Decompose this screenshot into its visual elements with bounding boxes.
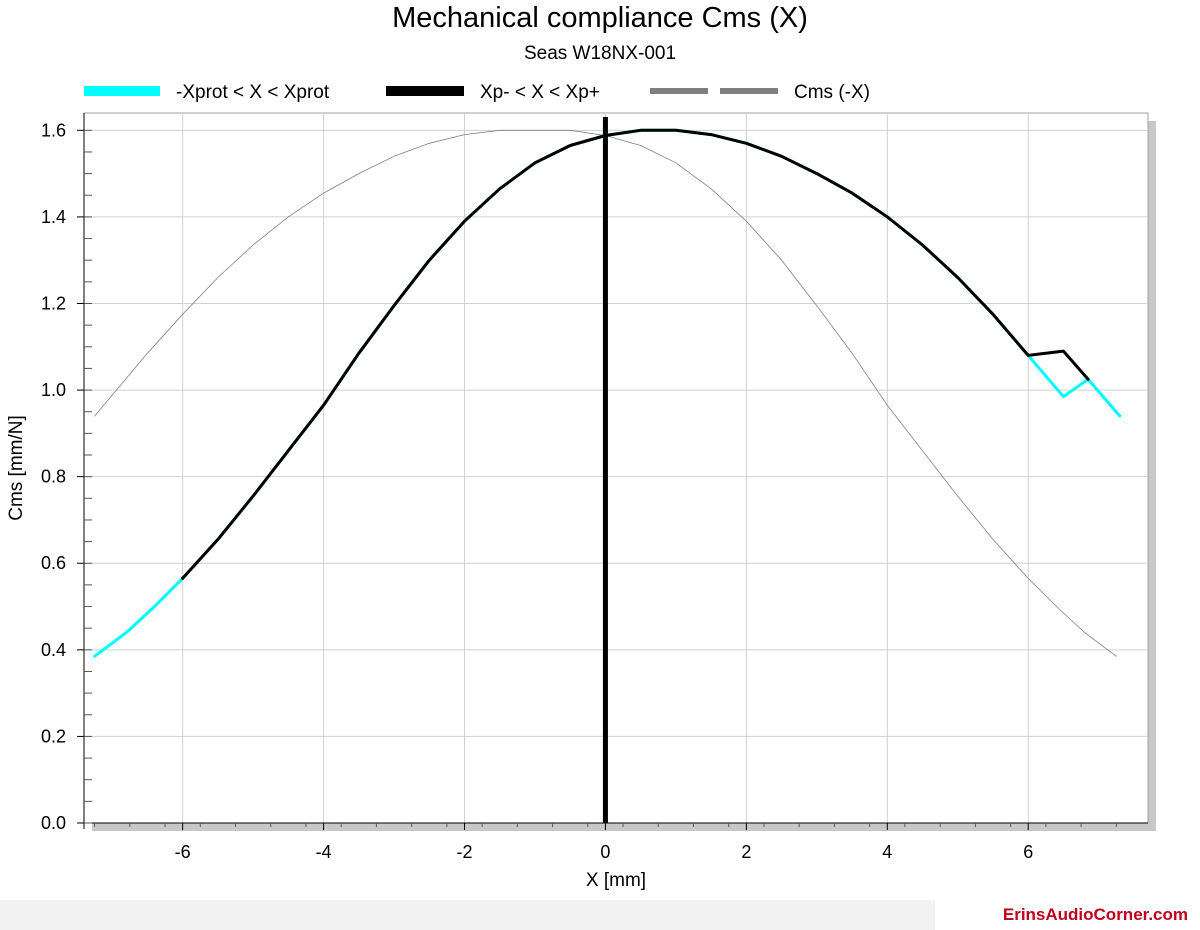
y-tick-label: 1.6	[41, 120, 66, 140]
x-tick-label: 6	[1023, 842, 1033, 862]
chart-subtitle: Seas W18NX-001	[523, 43, 677, 64]
y-tick-label: 0.0	[41, 813, 66, 833]
x-axis-label: X [mm]	[586, 870, 646, 891]
y-tick-label: 0.4	[41, 640, 66, 660]
x-tick-label: 0	[600, 842, 610, 862]
y-tick-label: 0.6	[41, 553, 66, 573]
legend-label: Xp- < X < Xp+	[480, 82, 600, 103]
x-tick-label: 2	[741, 842, 751, 862]
legend-swatch-cms-neg	[650, 88, 708, 94]
legend-swatch-cms-neg-b	[720, 88, 778, 94]
legend-swatch-xp	[386, 86, 464, 96]
watermark: ErinsAudioCorner.com	[935, 900, 1200, 930]
footer-band	[0, 900, 935, 930]
series-line-3	[94, 129, 1117, 657]
chart-title: Mechanical compliance Cms (X)	[392, 2, 808, 34]
y-tick-label: 1.2	[41, 293, 66, 313]
y-tick-label: 1.0	[41, 380, 66, 400]
plot-area	[83, 112, 1149, 824]
y-tick-label: 1.4	[41, 207, 66, 227]
series-line-2	[181, 128, 1090, 580]
chart-plot: -6 -4 -2 0 2 4 6 0.0 0.2 0.4 0.6 0.8 1.0 1.2 1.4 1.6 X […	[6, 82, 1156, 891]
legend-swatch-xprot	[84, 86, 160, 96]
x-tick-label: -6	[175, 842, 191, 862]
legend-label: Cms (-X)	[794, 82, 870, 103]
x-tick-label: -4	[316, 842, 332, 862]
legend-label: -Xprot < X < Xprot	[176, 82, 330, 103]
x-tick-label: 4	[882, 842, 892, 862]
y-tick-label: 0.8	[41, 467, 66, 487]
y-axis-label: Cms [mm/N]	[6, 415, 27, 521]
x-tick-label: -2	[456, 842, 472, 862]
y-tick-label: 0.2	[41, 726, 66, 746]
